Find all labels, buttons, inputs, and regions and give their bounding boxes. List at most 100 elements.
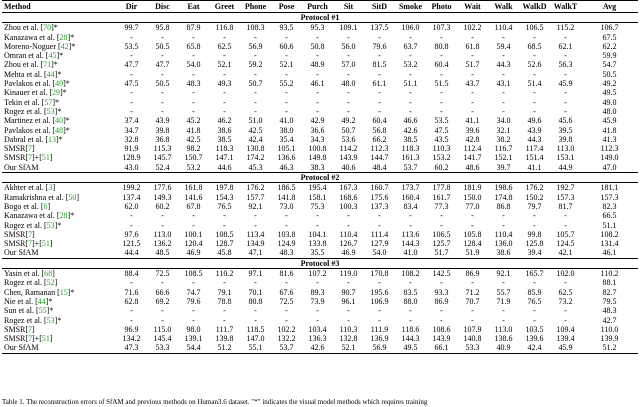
citation-link[interactable]: 28 — [59, 32, 68, 42]
table-cell: 110.4 — [494, 229, 513, 239]
table-cell: 124.5 — [556, 239, 575, 249]
results-table: Method Dir Disc Eat Greet Phone Pose Purch Sit Si… — [2, 0, 638, 354]
table-cell: 92.1 — [248, 201, 263, 211]
table-cell: 125.8 — [525, 239, 544, 249]
citation-link[interactable]: 51 — [41, 153, 50, 163]
citation-link[interactable]: 15 — [59, 287, 68, 297]
table-cell: 137.5 — [370, 23, 389, 33]
table-cell: - — [347, 88, 350, 98]
table-cell: 42.8 — [465, 134, 480, 144]
table-cell: 170.8 — [370, 269, 389, 279]
citation-link[interactable]: 68 — [44, 269, 53, 279]
table-cell: 52.1 — [279, 60, 294, 70]
table-cell: 82.3 — [602, 201, 617, 211]
table-cell: 48.9 — [310, 60, 325, 70]
citation-link[interactable]: 6 — [43, 201, 48, 211]
method-name: SMSR[7] — [2, 144, 116, 153]
table-cell: 44.3 — [496, 60, 511, 70]
table-cell: - — [316, 88, 319, 98]
citation-link[interactable]: 51 — [41, 239, 50, 249]
citation-link[interactable]: 29 — [51, 88, 60, 98]
table-cell: - — [347, 315, 350, 325]
citation-link[interactable]: 44 — [46, 69, 55, 79]
citation-link[interactable]: 52 — [46, 278, 55, 288]
table-cell: - — [130, 32, 133, 42]
table-cell: 65.8 — [186, 41, 201, 51]
method-name: Akhter et al. [3] — [2, 183, 116, 193]
table-cell: 51.4 — [527, 79, 542, 89]
method-name: Zhou et al. [71]* — [2, 60, 116, 69]
table-row: Kanazawa et al. [28]* - - - - - - - - - - - - - - - 67.5 — [2, 33, 638, 42]
citation-link[interactable]: 70 — [43, 23, 52, 33]
table-cell: - — [440, 220, 443, 230]
table-cell: 59.9 — [602, 51, 617, 61]
table-cell: - — [471, 106, 474, 116]
table-cell: - — [192, 315, 195, 325]
table-cell: 39.7 — [488, 162, 519, 174]
table-cell: 115.2 — [556, 23, 575, 33]
table-cell: 51.2 — [209, 343, 240, 354]
table-cell: 55.7 — [496, 287, 511, 297]
table-cell: 143.9 — [432, 334, 451, 344]
table-cell: 199.2 — [122, 183, 141, 193]
table-cell: 107.2 — [308, 269, 327, 279]
citation-link[interactable]: 7 — [28, 239, 33, 249]
table-cell: 42.6 — [302, 343, 333, 354]
citation-link[interactable]: 40 — [55, 116, 64, 126]
citation-link[interactable]: 55 — [38, 306, 47, 316]
column-header: Sit — [333, 0, 364, 13]
citation-link[interactable]: 48 — [55, 125, 64, 135]
table-cell: - — [378, 32, 381, 42]
citation-link[interactable]: 49 — [55, 79, 64, 89]
citation-link[interactable]: 7 — [28, 334, 33, 344]
table-cell: 70.1 — [248, 287, 263, 297]
table-cell: 53.2 — [178, 162, 209, 174]
table-cell: 47.3 — [116, 343, 147, 354]
table-cell: 104.1 — [308, 229, 327, 239]
table-cell: 106.5 — [432, 229, 451, 239]
table-cell: - — [347, 32, 350, 42]
table-cell: 139.4 — [556, 334, 575, 344]
table-cell: - — [440, 106, 443, 116]
table-cell: - — [161, 211, 164, 221]
table-cell: 41.8 — [186, 125, 201, 135]
table-cell: - — [502, 69, 505, 79]
method-text: ]+[ — [32, 334, 42, 344]
table-cell: 105.7 — [556, 229, 575, 239]
method-name: Kanazawa et al. [28]* — [2, 33, 116, 42]
citation-link[interactable]: 51 — [41, 334, 50, 344]
table-cell: 61.8 — [465, 41, 480, 51]
citation-link[interactable]: 7 — [28, 229, 33, 239]
table-cell: 53.3 — [147, 343, 178, 354]
table-cell: 69.2 — [155, 296, 170, 306]
citation-link[interactable]: 57 — [44, 97, 53, 107]
table-cell: 177.8 — [432, 183, 451, 193]
table-cell: 87.9 — [186, 23, 201, 33]
table-cell: 62.8 — [124, 296, 139, 306]
citation-link[interactable]: 53 — [46, 106, 55, 116]
table-cell: 181.1 — [600, 183, 619, 193]
method-name: Sun et al. [55]* — [2, 306, 116, 315]
table-cell: - — [564, 88, 567, 98]
table-cell: 102.2 — [463, 23, 482, 33]
citation-link[interactable]: 42 — [60, 41, 69, 51]
table-cell: - — [192, 220, 195, 230]
citation-link[interactable]: 44 — [37, 296, 46, 306]
citation-link[interactable]: 53 — [46, 220, 55, 230]
table-cell: 53.6 — [341, 134, 356, 144]
citation-link[interactable]: 45 — [48, 51, 57, 61]
citation-link[interactable]: 28 — [59, 211, 68, 221]
citation-link[interactable]: 7 — [28, 324, 33, 334]
citation-link[interactable]: 71 — [43, 60, 52, 70]
citation-link[interactable]: 53 — [46, 315, 55, 325]
citation-link[interactable]: 50 — [68, 192, 77, 202]
citation-link[interactable]: 3 — [48, 183, 53, 193]
citation-link[interactable]: 7 — [28, 153, 33, 163]
table-cell: - — [316, 211, 319, 221]
citation-link[interactable]: 7 — [28, 144, 33, 154]
table-cell: 118.3 — [215, 144, 234, 154]
table-cell: 82.7 — [602, 287, 617, 297]
table-cell: 38.6 — [488, 248, 519, 259]
table-cell: - — [347, 306, 350, 316]
citation-link[interactable]: 13 — [47, 134, 56, 144]
